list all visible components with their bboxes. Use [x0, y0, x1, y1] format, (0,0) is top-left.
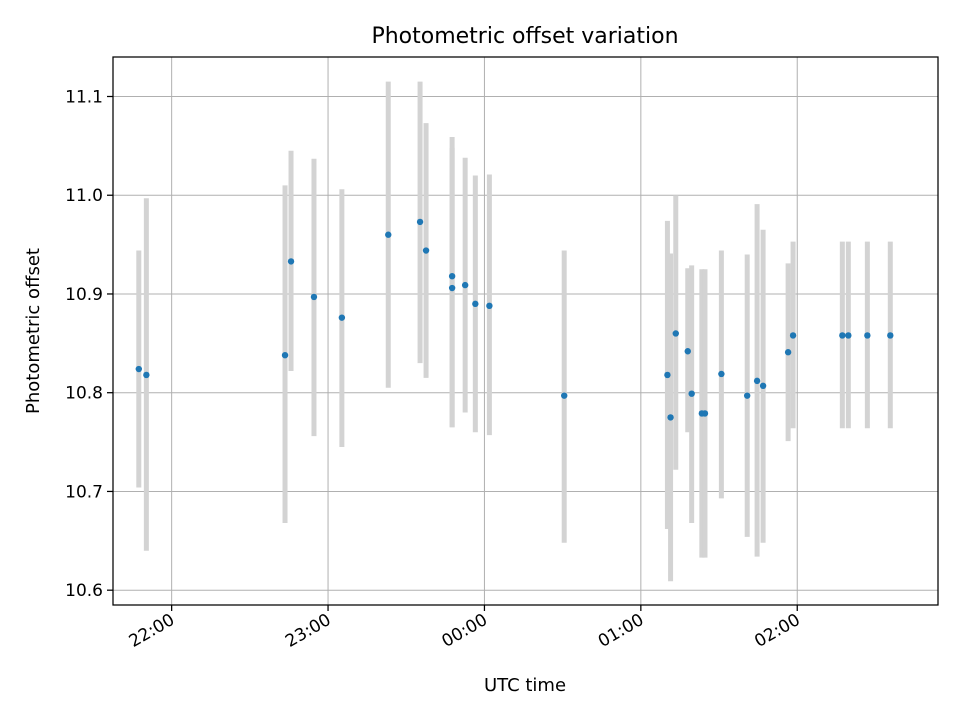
data-point: [287, 258, 295, 265]
y-axis-label: Photometric offset: [23, 248, 44, 414]
y-tick-label: 11.0: [65, 186, 103, 206]
y-tick-label: 10.7: [65, 482, 103, 502]
y-axis: 10.6 10.7 10.8 10.9 11.0 11.1: [65, 87, 113, 601]
y-tick-label: 10.9: [65, 285, 103, 305]
data-point: [667, 414, 674, 421]
data-point: [486, 302, 493, 310]
data-point: [743, 392, 751, 399]
grid: [113, 57, 938, 605]
data-point: [416, 218, 424, 226]
y-tick-label: 11.1: [65, 87, 103, 107]
data-point: [759, 382, 767, 389]
data-point: [310, 293, 318, 301]
data-point: [672, 330, 679, 337]
data-point: [448, 273, 456, 280]
y-tick-label: 10.8: [65, 384, 103, 404]
data-point: [472, 300, 479, 308]
data-point: [718, 370, 725, 378]
data-point: [839, 332, 846, 339]
y-tick-label: 10.6: [65, 581, 103, 601]
x-axis-label: UTC time: [484, 675, 566, 696]
chart-title: Photometric offset variation: [371, 24, 678, 49]
data-point: [684, 348, 691, 355]
data-point: [422, 247, 430, 254]
data-point: [864, 332, 871, 339]
data-point: [701, 410, 709, 417]
plot-frame: [112, 56, 939, 606]
data-point: [143, 371, 150, 379]
data-point: [461, 281, 469, 289]
data-point: [887, 332, 894, 339]
data-point: [135, 365, 143, 373]
data-point: [784, 349, 792, 356]
data-point: [281, 351, 289, 359]
data-point: [688, 390, 695, 397]
data-point: [664, 371, 671, 379]
data-point: [448, 284, 456, 292]
data-point: [338, 314, 346, 321]
data-point: [385, 231, 392, 238]
data-point: [753, 377, 761, 385]
data-points: [135, 218, 894, 421]
data-point: [789, 332, 797, 339]
data-point: [561, 392, 568, 399]
data-point: [845, 332, 852, 339]
